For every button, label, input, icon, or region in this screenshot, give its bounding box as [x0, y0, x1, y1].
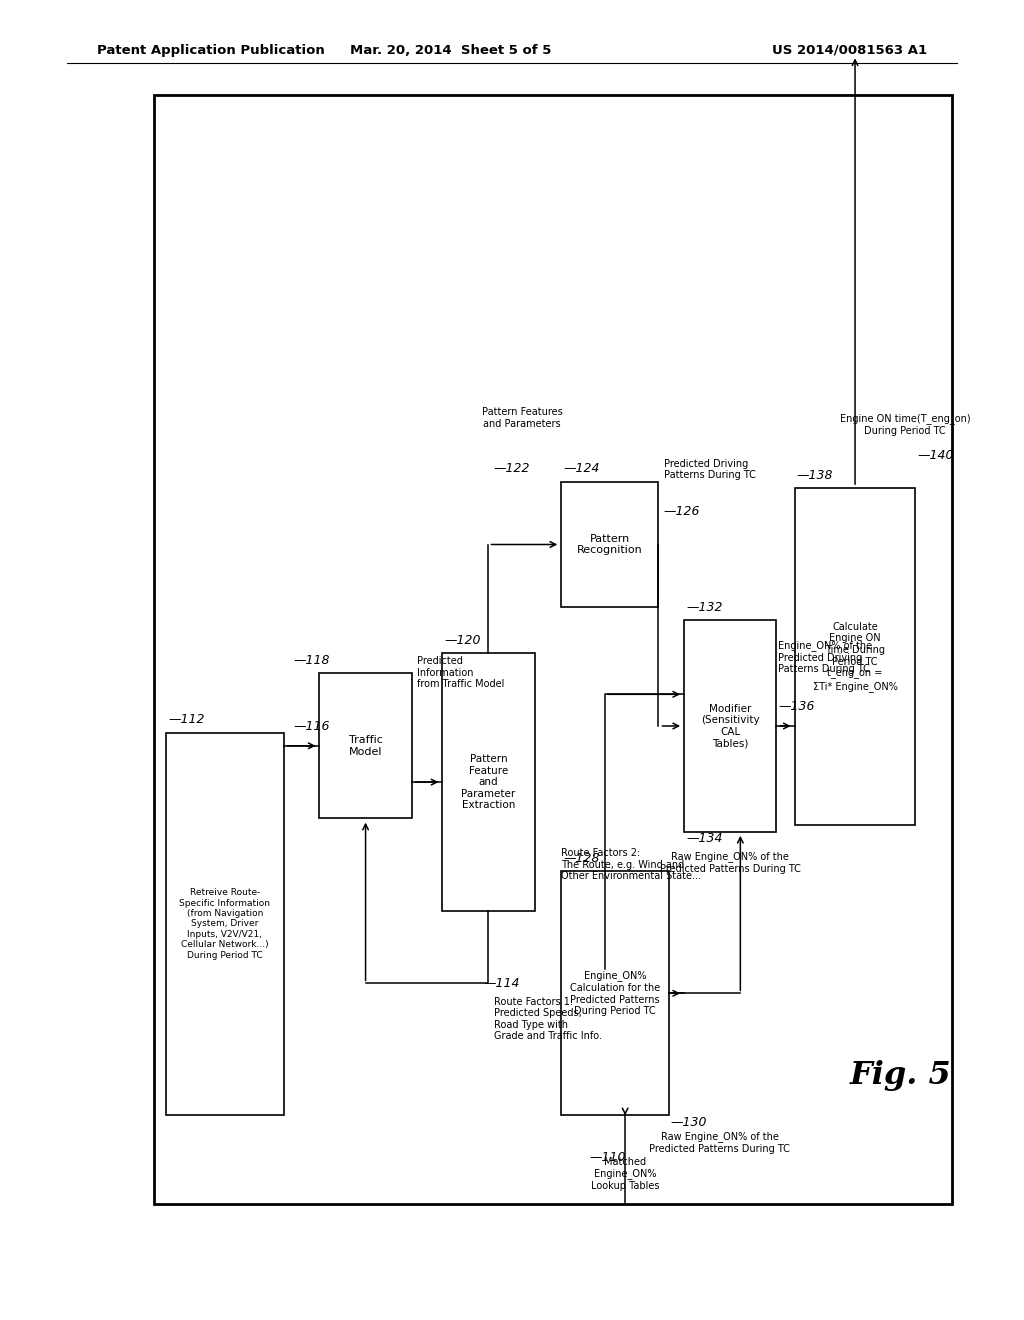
Text: Pattern
Recognition: Pattern Recognition [577, 533, 643, 556]
Text: —136: —136 [778, 700, 815, 713]
Text: Route Factors 1:
Predicted Speeds,
Road Type with
Grade and Traffic Info.: Route Factors 1: Predicted Speeds, Road … [494, 997, 601, 1041]
Text: —130: —130 [671, 1115, 708, 1129]
Text: —126: —126 [664, 506, 700, 517]
Text: —124: —124 [563, 462, 600, 475]
Text: —128: —128 [563, 851, 600, 865]
Text: Raw Engine_ON% of the
Predicted Patterns During TC: Raw Engine_ON% of the Predicted Patterns… [659, 851, 801, 874]
Text: —118: —118 [294, 653, 331, 667]
Text: —114: —114 [483, 977, 520, 990]
Bar [561, 871, 669, 1115]
Text: Patent Application Publication: Patent Application Publication [97, 44, 325, 57]
Bar [561, 482, 658, 607]
Text: Engine ON time(T_eng_on)
During Period TC: Engine ON time(T_eng_on) During Period T… [840, 413, 971, 436]
Text: —138: —138 [797, 469, 834, 482]
Text: Route Factors 2:
The Route, e.g. Wind and
Other Environmental State...: Route Factors 2: The Route, e.g. Wind an… [561, 847, 701, 882]
Text: Modifier
(Sensitivity
CAL
Tables): Modifier (Sensitivity CAL Tables) [700, 704, 760, 748]
Bar [166, 733, 284, 1115]
Text: Fig. 5: Fig. 5 [850, 1060, 952, 1092]
Text: —122: —122 [494, 462, 530, 475]
Text: Pattern
Feature
and
Parameter
Extraction: Pattern Feature and Parameter Extraction [462, 754, 515, 810]
Text: Traffic
Model: Traffic Model [348, 735, 383, 756]
Bar [154, 95, 952, 1204]
Text: —116: —116 [294, 719, 331, 733]
Bar [442, 653, 535, 911]
Bar [795, 488, 915, 825]
Text: —140: —140 [918, 449, 954, 462]
Text: —132: —132 [686, 601, 723, 614]
Text: US 2014/0081563 A1: US 2014/0081563 A1 [772, 44, 927, 57]
Text: Predicted Driving
Patterns During TC: Predicted Driving Patterns During TC [664, 458, 756, 480]
Text: Engine_ON%
Calculation for the
Predicted Patterns
During Period TC: Engine_ON% Calculation for the Predicted… [569, 970, 660, 1016]
Text: Matched
Engine_ON%
Lookup Tables: Matched Engine_ON% Lookup Tables [591, 1156, 659, 1191]
Text: Mar. 20, 2014  Sheet 5 of 5: Mar. 20, 2014 Sheet 5 of 5 [350, 44, 551, 57]
Text: —112: —112 [169, 713, 206, 726]
Text: Predicted
Information
from Traffic Model: Predicted Information from Traffic Model [417, 656, 504, 689]
Text: Raw Engine_ON% of the
Predicted Patterns During TC: Raw Engine_ON% of the Predicted Patterns… [649, 1131, 791, 1154]
Text: Calculate
Engine ON
Time During
Period TC
t_eng_on =
ΣTi* Engine_ON%: Calculate Engine ON Time During Period T… [813, 622, 897, 692]
Text: Engine_ON% of the
Predicted Driving
Patterns During TC: Engine_ON% of the Predicted Driving Patt… [778, 640, 872, 675]
Bar [319, 673, 412, 818]
Text: Pattern Features
and Parameters: Pattern Features and Parameters [482, 408, 562, 429]
Text: —134: —134 [686, 832, 723, 845]
Text: —110: —110 [590, 1151, 626, 1164]
Bar [684, 620, 776, 832]
Text: —120: —120 [444, 634, 481, 647]
Text: Retreive Route-
Specific Information
(from Navigation
System, Driver
Inputs, V2V: Retreive Route- Specific Information (fr… [179, 888, 270, 960]
